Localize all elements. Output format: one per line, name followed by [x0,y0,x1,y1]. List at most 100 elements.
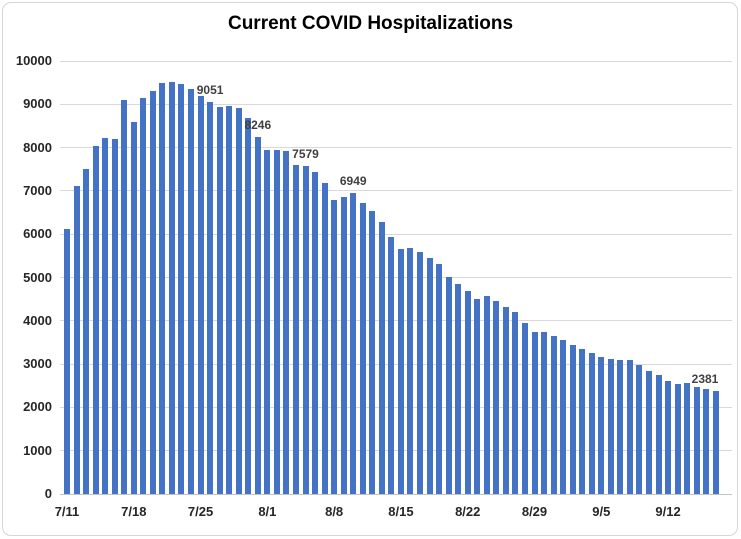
bar-9/2[interactable] [569,345,576,494]
bar-8/19[interactable] [436,264,443,494]
bar-8/28[interactable] [521,322,528,494]
bar-8/21[interactable] [455,284,462,494]
bar-9/9[interactable] [636,364,643,494]
bar-9/15[interactable] [693,387,700,494]
gridline [60,60,732,62]
bar-8/5[interactable] [302,165,309,494]
bar-8/14[interactable] [388,237,395,494]
y-axis-tick-label: 4000 [23,312,52,328]
bar-8/23[interactable] [474,299,481,494]
bar-9/14[interactable] [684,382,691,494]
data-label-8/5: 7579 [292,146,319,161]
bar-7/25[interactable] [197,96,204,494]
bar-7/17[interactable] [121,99,128,494]
x-axis-tick-label: 8/22 [455,504,481,519]
bar-8/10[interactable] [350,193,357,494]
gridline [60,406,732,408]
gridline [60,103,732,105]
chart-title: Current COVID Hospitalizations [227,13,514,34]
bar-8/20[interactable] [445,277,452,494]
bar-9/12[interactable] [665,380,672,494]
bar-8/11[interactable] [359,202,366,494]
bar-7/29[interactable] [235,108,242,494]
x-axis-tick-label: 9/5 [592,504,611,519]
bar-7/24[interactable] [188,88,195,494]
bar-7/13[interactable] [83,169,90,494]
data-label-7/26: 9051 [196,83,224,98]
bar-8/4[interactable] [292,164,299,494]
bar-8/6[interactable] [312,172,319,494]
bar-9/13[interactable] [674,383,681,494]
bar-7/11[interactable] [64,229,70,494]
bar-8/13[interactable] [378,221,385,494]
bar-7/28[interactable] [226,106,233,494]
y-axis-tick-label: 6000 [23,226,52,242]
bar-7/26[interactable] [207,102,214,494]
bar-7/16[interactable] [111,139,118,494]
bar-8/1[interactable] [264,149,271,494]
bar-8/15[interactable] [397,248,404,494]
x-axis-tick-label: 7/11 [54,504,80,519]
bar-9/6[interactable] [607,359,614,494]
bar-7/20[interactable] [149,90,156,494]
y-axis-tick-label: 2000 [23,399,52,415]
data-label-8/10: 6949 [339,174,367,189]
bar-8/24[interactable] [483,296,490,494]
bar-7/12[interactable] [73,186,80,494]
bar-9/1[interactable] [560,339,567,494]
bar-8/12[interactable] [369,210,376,494]
bar-8/29[interactable] [531,331,538,494]
data-label-9/17: 2381 [691,371,719,386]
bar-8/31[interactable] [550,336,557,494]
y-axis-tick-label: 9000 [23,96,52,112]
bar-7/30[interactable] [245,118,252,494]
y-axis-tick-label: 1000 [23,442,52,458]
x-axis-tick-label: 7/18 [121,504,147,519]
bar-9/3[interactable] [579,348,586,494]
x-axis-tick-label: 8/8 [325,504,344,519]
y-axis-tick-label: 0 [44,486,52,501]
bar-8/16[interactable] [407,248,414,494]
bar-7/18[interactable] [130,121,137,494]
bar-8/9[interactable] [340,197,347,494]
bar-8/17[interactable] [417,251,424,494]
bar-9/4[interactable] [588,353,595,494]
bar-8/8[interactable] [331,199,338,494]
bar-9/16[interactable] [703,389,710,494]
bar-7/23[interactable] [178,84,185,494]
gridline [60,147,732,149]
bar-7/22[interactable] [168,81,175,494]
bar-8/18[interactable] [426,258,433,494]
bar-8/2[interactable] [273,149,280,494]
bar-8/3[interactable] [283,151,290,494]
bar-9/7[interactable] [617,360,624,494]
bar-9/8[interactable] [626,360,633,494]
bar-9/11[interactable] [655,375,662,494]
gridline [60,233,732,235]
bar-9/10[interactable] [646,371,652,494]
bar-7/19[interactable] [140,98,147,494]
bar-7/15[interactable] [102,138,109,494]
bar-8/26[interactable] [502,306,509,494]
y-axis-tick-label: 7000 [23,182,52,198]
y-axis-tick-label: 8000 [23,139,52,155]
bar-7/21[interactable] [159,82,166,494]
gridline [60,277,732,278]
bar-8/30[interactable] [541,332,548,494]
bar-9/5[interactable] [598,356,605,494]
bar-8/22[interactable] [464,290,471,494]
y-axis-tick-label: 3000 [23,356,52,372]
gridline [60,320,732,322]
bar-8/25[interactable] [493,300,500,494]
bar-8/27[interactable] [512,312,519,494]
gridline [60,190,732,192]
gridline [60,363,732,365]
bar-7/14[interactable] [92,146,99,494]
bar-8/7[interactable] [321,182,328,494]
bar-9/17[interactable] [712,390,719,494]
bar-7/27[interactable] [216,107,223,494]
bar-7/31[interactable] [254,136,261,494]
x-axis-tick-label: 8/15 [388,504,414,519]
x-axis-tick-label: 9/12 [655,504,681,519]
y-axis-tick-label: 5000 [23,269,52,285]
